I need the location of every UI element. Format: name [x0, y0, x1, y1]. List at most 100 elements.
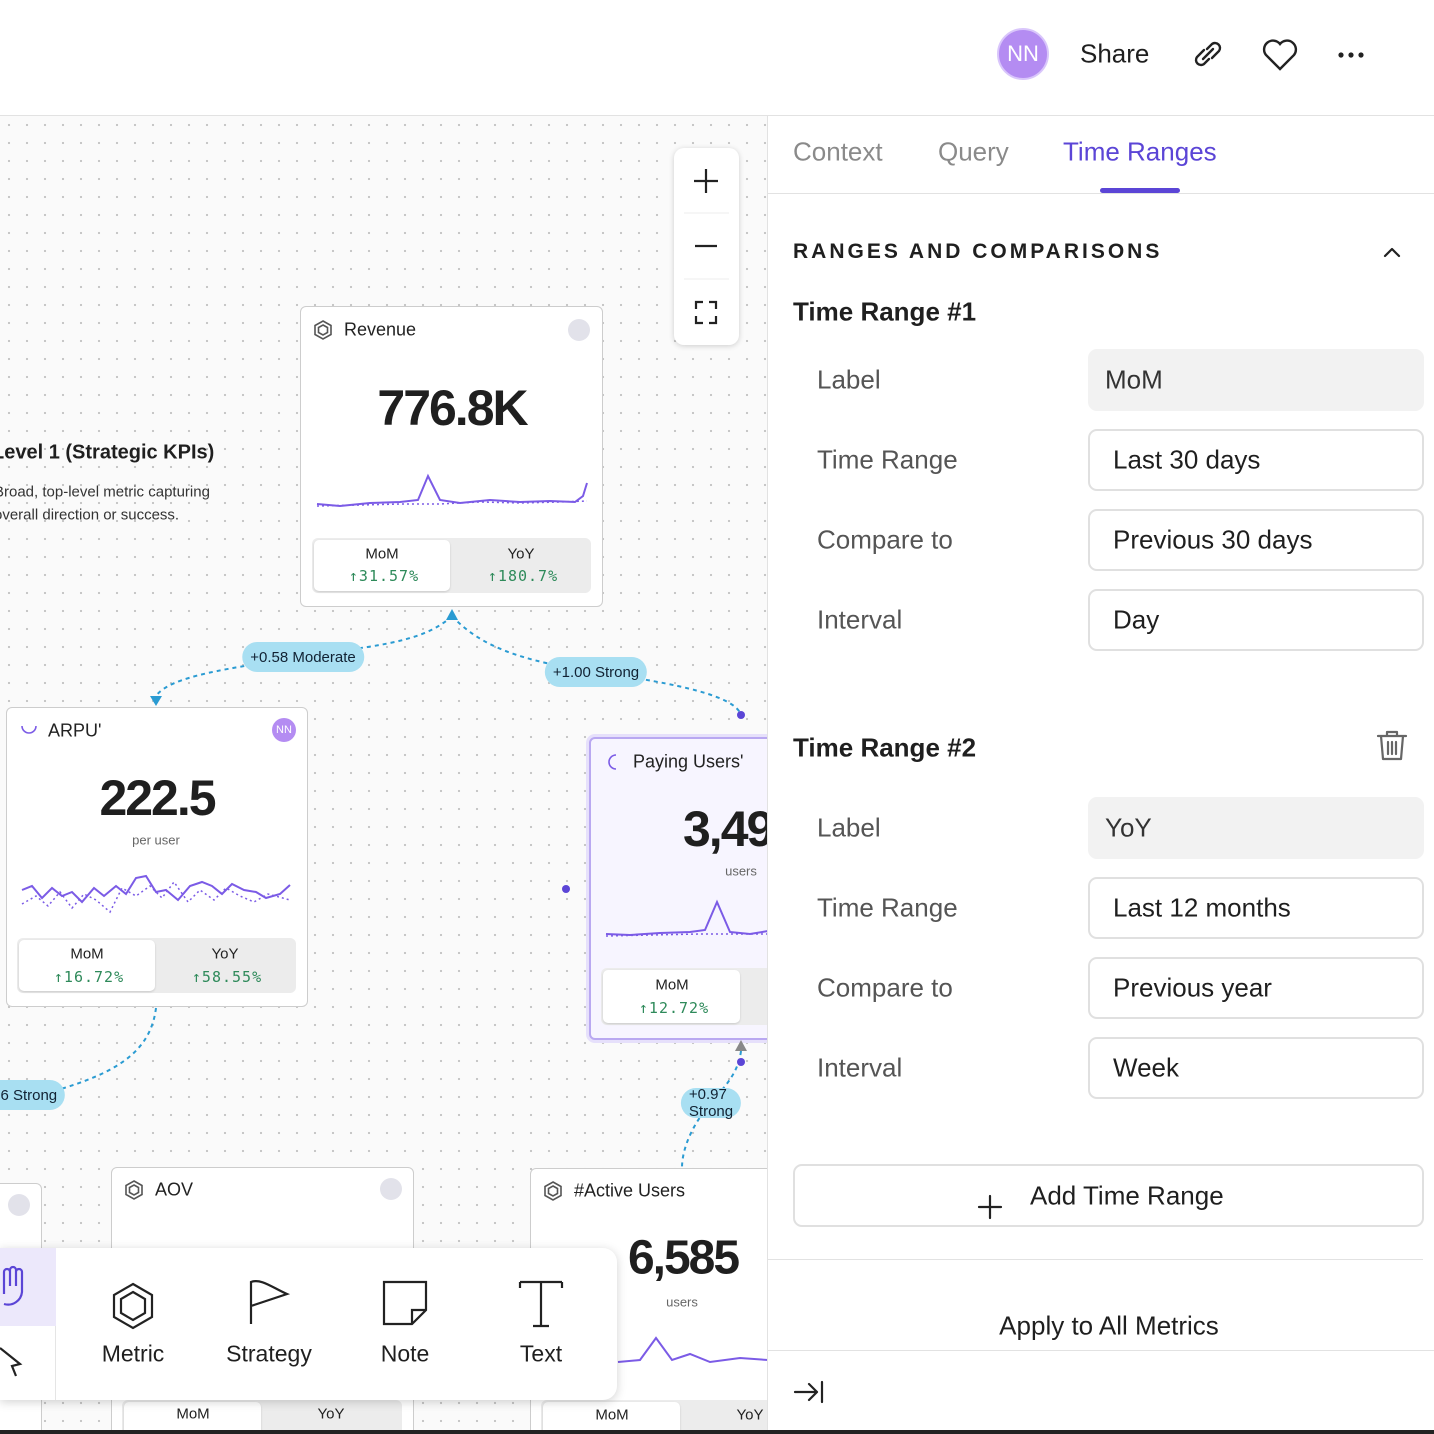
more-icon[interactable] [1338, 52, 1364, 58]
edge-arrow [446, 609, 458, 620]
field-value: YoY [1105, 812, 1152, 843]
comparison-label: MoM [595, 1406, 629, 1424]
dropdown[interactable] [1088, 429, 1424, 491]
hand-icon[interactable] [2, 1265, 24, 1306]
zoom-controls [674, 148, 739, 345]
avatar[interactable]: NN [997, 28, 1049, 80]
field-label: Label [817, 812, 881, 843]
dropdown[interactable] [1088, 1037, 1424, 1099]
comparison-label: MoM [655, 976, 689, 994]
comparison-label: YoY [211, 945, 239, 963]
field-label: Time Range [817, 444, 958, 475]
apply-button[interactable]: Apply to All Metrics [999, 1310, 1219, 1341]
edge [155, 615, 453, 697]
loading-icon [21, 725, 37, 734]
text-icon[interactable] [518, 1280, 564, 1328]
handle [737, 1058, 745, 1066]
comparison-label: YoY [736, 1406, 764, 1424]
tool-label[interactable]: Strategy [226, 1340, 312, 1367]
metric-icon[interactable] [112, 1282, 154, 1330]
delete-icon[interactable] [1376, 730, 1408, 761]
add-icon [977, 1194, 1003, 1220]
edge-arrow [735, 1040, 747, 1051]
zoom-in[interactable] [694, 169, 718, 193]
field-value: Week [1113, 1052, 1179, 1083]
tab-divider [768, 193, 1434, 194]
card-title: ARPU' [48, 720, 102, 741]
edge-arrow [150, 696, 162, 706]
pointer-icon[interactable] [0, 1347, 23, 1377]
text-input[interactable] [1088, 349, 1424, 411]
collapse-icon[interactable] [1383, 247, 1401, 258]
toolbar-icons [0, 1265, 564, 1377]
correlation-label[interactable]: +0.66 Strong [0, 1080, 66, 1110]
like-icon[interactable] [1262, 39, 1298, 71]
field-label: Interval [817, 1052, 903, 1083]
tool-label[interactable]: Note [380, 1340, 430, 1367]
header-icons [1194, 39, 1364, 71]
edge [681, 1050, 742, 1169]
toolbar: Metric Strategy Note Text [0, 1248, 617, 1400]
tab-active[interactable]: Time Ranges [1063, 136, 1217, 167]
text-input[interactable] [1088, 797, 1424, 859]
tool-label[interactable]: Text [519, 1340, 563, 1367]
card-unit: users [666, 1294, 698, 1310]
comparison-active [124, 1402, 261, 1434]
hand-mode[interactable] [0, 1248, 56, 1326]
card-value: 776.8K [377, 380, 528, 436]
field-value: MoM [1105, 364, 1163, 395]
card-title: #Active Users [574, 1180, 686, 1201]
button-label: Add Time Range [1030, 1180, 1224, 1211]
dropdown[interactable] [1088, 589, 1424, 651]
correlation-label[interactable]: +1.00 Strong [544, 657, 648, 687]
handle [562, 885, 570, 893]
side-panel: Context Query Time Ranges RANGES AND COM… [767, 116, 1434, 1434]
divider [768, 1259, 1423, 1260]
dropdown[interactable] [1088, 509, 1424, 571]
field-value: Previous 30 days [1113, 524, 1313, 555]
add-range-button[interactable] [793, 1164, 1424, 1227]
dropdown[interactable] [1088, 877, 1424, 939]
note-icon[interactable] [382, 1280, 428, 1326]
range-title: Time Range #2 [793, 732, 977, 763]
zoom-icons [684, 169, 729, 325]
level-description: overall direction or success. [0, 506, 180, 524]
collapse-panel-icon[interactable] [793, 1380, 824, 1404]
comparison-active [19, 940, 155, 991]
field-label: Compare to [817, 524, 953, 555]
sparkline-compare [316, 500, 588, 507]
comparison-change: ↑58.55% [191, 968, 263, 986]
loading-icon [608, 754, 617, 770]
card-title: AOV [155, 1179, 194, 1200]
field-label: Label [817, 364, 881, 395]
canvas-drawing [8, 319, 768, 1364]
owner-icons [8, 319, 590, 1216]
comparison-change: ↑31.57% [348, 567, 420, 585]
level-title: Level 1 (Strategic KPIs) [0, 441, 215, 464]
tab[interactable]: Query [938, 136, 1009, 167]
comparison-label: YoY [317, 1405, 345, 1423]
strategy-icon[interactable] [249, 1280, 291, 1324]
field-label: Compare to [817, 972, 953, 1003]
dropdown[interactable] [1088, 957, 1424, 1019]
field-value: Last 30 days [1113, 444, 1261, 475]
share-button[interactable]: Share [1080, 38, 1150, 69]
correlation-label[interactable]: +0.97 Strong [680, 1086, 742, 1120]
tool-label[interactable]: Metric [101, 1340, 165, 1367]
sparkline [605, 899, 768, 937]
card-title: Revenue [344, 319, 417, 340]
fit-screen[interactable] [694, 300, 718, 325]
comparison-label: YoY [507, 545, 535, 563]
link-icon[interactable] [1194, 41, 1222, 67]
comparison-label: MoM [70, 945, 104, 963]
comparison-label: MoM [365, 545, 399, 563]
comparison-change: ↑16.72% [53, 968, 125, 986]
field-label: Interval [817, 604, 903, 635]
comparison-active [543, 1402, 680, 1434]
card-value: 3,49 [683, 801, 768, 857]
card-icons [21, 320, 617, 1201]
correlation-label[interactable]: +0.58 Moderate [242, 642, 364, 672]
tab[interactable]: Context [793, 136, 883, 167]
